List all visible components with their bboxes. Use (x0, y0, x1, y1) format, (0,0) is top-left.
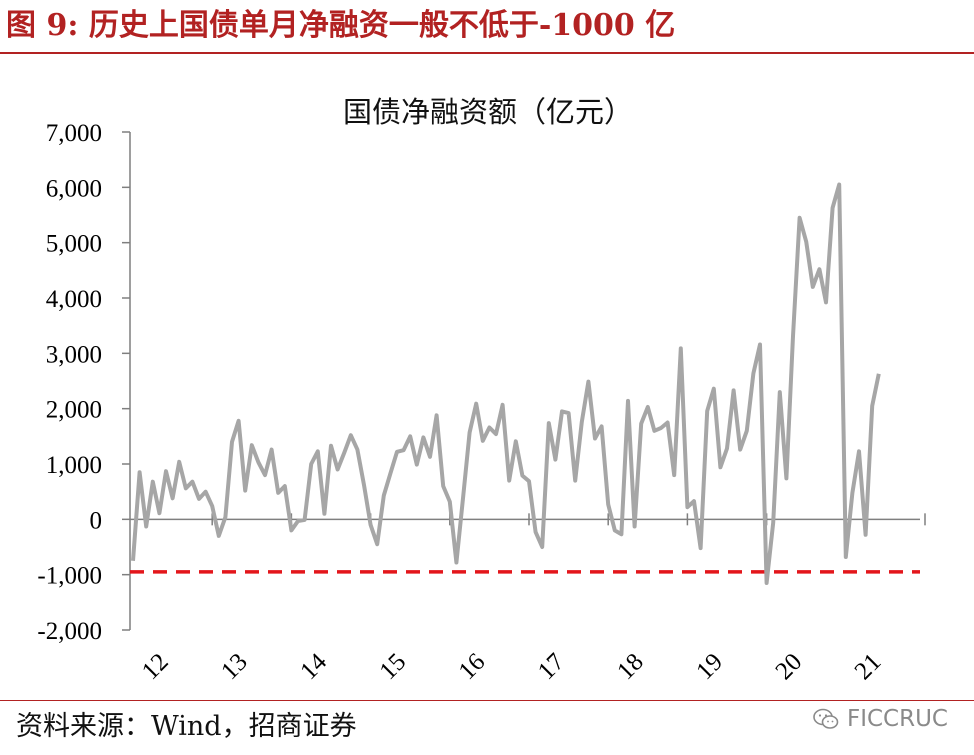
series-group (131, 182, 881, 585)
y-tick-label: 1,000 (46, 452, 102, 479)
watermark-label: FICCRUC (846, 706, 948, 732)
y-tick-label: 0 (90, 507, 103, 534)
source-note: 资料来源：Wind，招商证券 (16, 711, 357, 742)
y-tick-label: 2,000 (46, 397, 102, 424)
figure-title: 图 9: 历史上国债单月净融资一般不低于-1000 亿 (6, 8, 676, 43)
y-tick-label: -2,000 (37, 618, 102, 645)
y-tick-label: 5,000 (46, 231, 102, 258)
x-tick-label: 21 (850, 648, 887, 685)
x-tick-label: 18 (612, 648, 649, 685)
x-tick-label: 12 (137, 648, 174, 685)
title-divider (0, 52, 974, 54)
y-axis: -2,000 -1,000 0 1,000 2,000 3,000 4,000 5,000 6,… (37, 120, 131, 645)
x-tick-label: 19 (691, 648, 728, 685)
footer-divider (0, 700, 974, 701)
y-tick-label: 6,000 (46, 175, 102, 202)
x-tick-label: 17 (533, 648, 570, 685)
x-tick-label: 16 (454, 648, 491, 685)
x-tick-label: 14 (295, 648, 332, 685)
x-tick-label: 15 (375, 648, 412, 685)
y-tick-label: 3,000 (46, 341, 102, 368)
x-axis: 12 13 14 15 16 17 18 19 20 21 (130, 513, 926, 685)
y-tick-label: -1,000 (37, 563, 102, 590)
wechat-icon (813, 708, 839, 729)
chart-title: 国债净融资额（亿元） (343, 95, 633, 129)
y-tick-label: 4,000 (46, 286, 102, 313)
y-tick-label: 7,000 (46, 120, 102, 147)
series-line (131, 182, 881, 585)
watermark: FICCRUC (813, 706, 948, 732)
x-tick-label: 20 (771, 648, 808, 685)
x-tick-label: 13 (216, 648, 253, 685)
line-chart: 国债净融资额（亿元） -2,000 -1,000 0 1,000 2,000 3,000 4… (37, 95, 926, 685)
